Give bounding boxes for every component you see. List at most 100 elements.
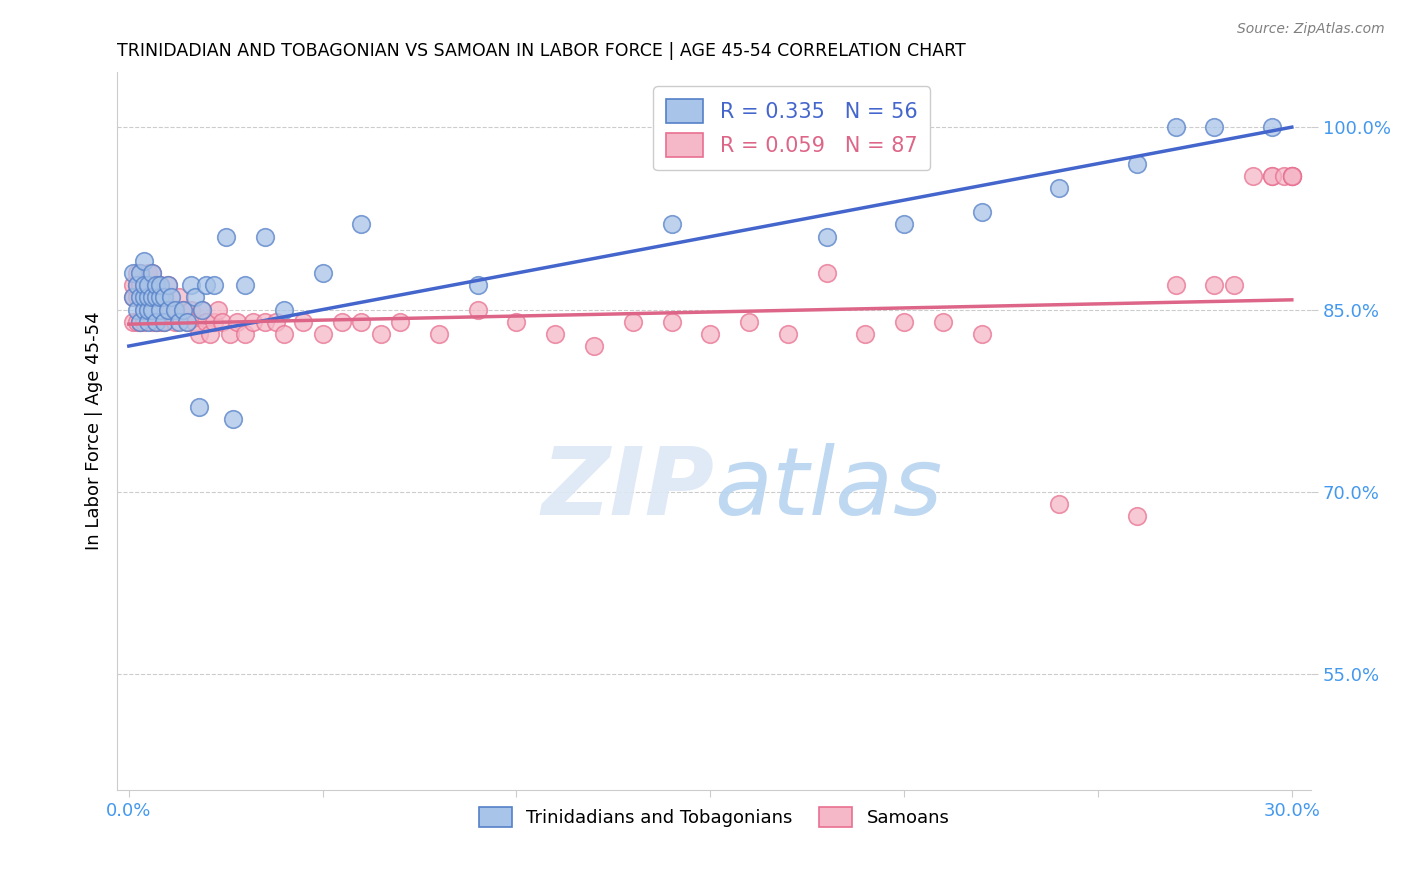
Point — [215, 229, 238, 244]
Point — [136, 302, 159, 317]
Point — [129, 290, 152, 304]
Point — [350, 315, 373, 329]
Point — [1281, 169, 1303, 183]
Point — [134, 302, 156, 317]
Point — [145, 315, 167, 329]
Point — [253, 315, 276, 329]
Point — [195, 315, 218, 329]
Point — [141, 266, 163, 280]
Point — [156, 278, 179, 293]
Point — [242, 315, 264, 329]
Point — [202, 315, 225, 329]
Point — [176, 315, 198, 329]
Point — [427, 326, 450, 341]
Point — [1125, 509, 1147, 524]
Point — [125, 302, 148, 317]
Point — [141, 302, 163, 317]
Point — [129, 315, 152, 329]
Point — [125, 278, 148, 293]
Point — [141, 290, 163, 304]
Point — [970, 326, 993, 341]
Point — [156, 302, 179, 317]
Point — [145, 315, 167, 329]
Point — [195, 278, 218, 293]
Point — [815, 229, 838, 244]
Point — [167, 315, 190, 329]
Point — [815, 266, 838, 280]
Point — [932, 315, 955, 329]
Point — [661, 218, 683, 232]
Point — [172, 302, 194, 317]
Point — [202, 278, 225, 293]
Point — [1272, 169, 1295, 183]
Point — [233, 326, 256, 341]
Point — [145, 290, 167, 304]
Point — [134, 278, 156, 293]
Point — [292, 315, 315, 329]
Text: Source: ZipAtlas.com: Source: ZipAtlas.com — [1237, 22, 1385, 37]
Point — [893, 315, 915, 329]
Point — [129, 266, 152, 280]
Point — [156, 302, 179, 317]
Point — [738, 315, 761, 329]
Point — [183, 290, 205, 304]
Point — [141, 315, 163, 329]
Point — [1281, 169, 1303, 183]
Text: atlas: atlas — [714, 443, 942, 534]
Point — [160, 302, 183, 317]
Point — [273, 302, 295, 317]
Point — [141, 266, 163, 280]
Point — [136, 278, 159, 293]
Point — [149, 302, 172, 317]
Point — [180, 278, 202, 293]
Point — [191, 302, 214, 317]
Point — [136, 302, 159, 317]
Point — [1047, 497, 1070, 511]
Point — [156, 278, 179, 293]
Point — [145, 278, 167, 293]
Point — [125, 315, 148, 329]
Point — [129, 266, 152, 280]
Point — [167, 290, 190, 304]
Point — [1281, 169, 1303, 183]
Point — [853, 326, 876, 341]
Point — [141, 290, 163, 304]
Point — [893, 218, 915, 232]
Point — [311, 266, 333, 280]
Point — [149, 290, 172, 304]
Point — [145, 278, 167, 293]
Point — [505, 315, 527, 329]
Point — [121, 266, 143, 280]
Point — [125, 290, 148, 304]
Point — [233, 278, 256, 293]
Point — [145, 290, 167, 304]
Point — [1047, 181, 1070, 195]
Point — [1261, 120, 1284, 135]
Point — [165, 302, 187, 317]
Point — [136, 290, 159, 304]
Point — [136, 266, 159, 280]
Point — [1281, 169, 1303, 183]
Point — [149, 278, 172, 293]
Point — [149, 278, 172, 293]
Point — [121, 290, 143, 304]
Point — [1125, 156, 1147, 170]
Point — [191, 302, 214, 317]
Point — [125, 266, 148, 280]
Point — [172, 302, 194, 317]
Point — [253, 229, 276, 244]
Point — [330, 315, 353, 329]
Point — [226, 315, 249, 329]
Point — [149, 290, 172, 304]
Point — [152, 315, 174, 329]
Point — [389, 315, 412, 329]
Point — [1241, 169, 1264, 183]
Point — [134, 254, 156, 268]
Text: TRINIDADIAN AND TOBAGONIAN VS SAMOAN IN LABOR FORCE | AGE 45-54 CORRELATION CHAR: TRINIDADIAN AND TOBAGONIAN VS SAMOAN IN … — [117, 42, 966, 60]
Point — [1164, 120, 1187, 135]
Point — [1222, 278, 1244, 293]
Point — [200, 326, 222, 341]
Point — [121, 315, 143, 329]
Point — [183, 315, 205, 329]
Point — [370, 326, 392, 341]
